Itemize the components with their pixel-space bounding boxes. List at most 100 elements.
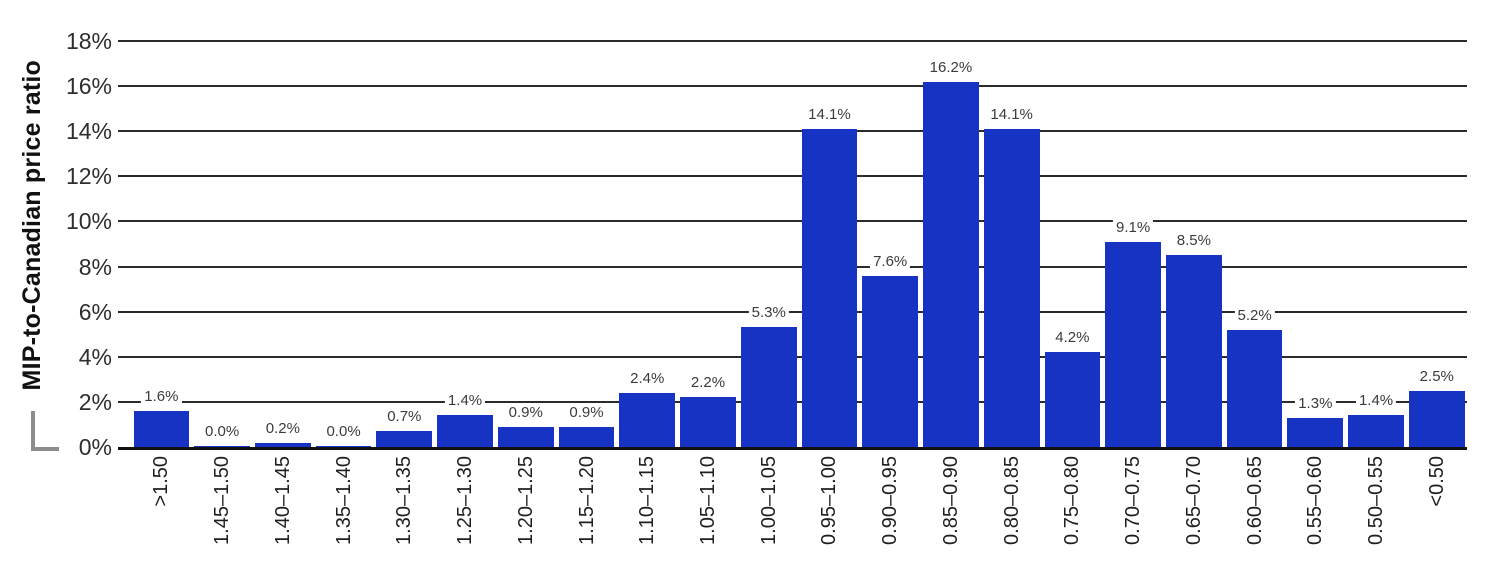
x-tick-cell: >1.50 [131, 456, 192, 545]
bar-value-label: 0.0% [201, 421, 243, 441]
x-tick-cell: 1.00–1.05 [738, 456, 799, 545]
x-tick-label: 1.40–1.45 [271, 456, 294, 545]
bar [862, 275, 919, 447]
y-tick-label: 2% [78, 388, 112, 415]
x-tick-label: 1.10–1.15 [636, 456, 659, 545]
bar [194, 445, 250, 447]
bar-slot: 14.1% [981, 41, 1042, 447]
x-tick-cell: 0.85–0.90 [921, 456, 982, 545]
x-tick-label: 0.50–0.55 [1365, 456, 1388, 545]
x-tick-label: >1.50 [150, 456, 173, 507]
bar-slot: 5.2% [1224, 41, 1285, 447]
bars-row: 1.6% 0.0% 0.2% 0.0% 0.7% 1.4% 0.9% 0.9% 2.4% 2.2%… [131, 41, 1467, 447]
x-tick-label: 0.80–0.85 [1000, 456, 1023, 545]
x-tick-cell: <0.50 [1406, 456, 1467, 545]
bar-slot: 1.3% [1285, 41, 1346, 447]
bar [923, 81, 979, 447]
x-tick-label: 0.90–0.95 [879, 456, 902, 545]
gridline [118, 175, 1467, 178]
bar [680, 397, 736, 447]
bar-slot: 0.9% [495, 41, 556, 447]
bar [983, 128, 1040, 447]
x-axis-baseline [118, 447, 1467, 450]
x-tick-cell: 1.05–1.10 [678, 456, 739, 545]
bar [315, 445, 372, 447]
bar [1105, 241, 1161, 447]
bar [1044, 352, 1101, 447]
x-tick-cell: 0.55–0.60 [1285, 456, 1346, 545]
x-tick-cell: 1.30–1.35 [374, 456, 435, 545]
bar [376, 431, 433, 447]
bar-slot: 5.3% [738, 41, 799, 447]
x-tick-cell: 0.70–0.75 [1103, 456, 1164, 545]
gridline [118, 130, 1467, 133]
y-tick-label: 6% [78, 298, 112, 325]
bar-value-label: 1.4% [1355, 391, 1397, 411]
bar-value-label: 5.2% [1234, 305, 1275, 325]
bar [1287, 417, 1344, 447]
x-tick-cell: 0.50–0.55 [1346, 456, 1407, 545]
bar-value-label: 4.2% [1052, 328, 1093, 348]
x-tick-label: 1.15–1.20 [575, 456, 598, 545]
bar-slot: 0.2% [252, 41, 313, 447]
x-tick-label: 0.65–0.70 [1182, 456, 1205, 545]
y-tick-label: 14% [65, 118, 112, 145]
bar-slot: 1.4% [1346, 41, 1407, 447]
x-tick-label: 1.30–1.35 [393, 456, 416, 545]
x-tick-label: 1.35–1.40 [332, 456, 355, 545]
gridline [118, 265, 1467, 268]
bar-value-label: 2.4% [627, 368, 668, 388]
bar-value-label: 1.3% [1295, 393, 1336, 413]
bar-value-label: 0.7% [384, 407, 425, 427]
bar [1165, 255, 1222, 447]
bar [801, 128, 858, 447]
y-tick-label: 18% [65, 28, 112, 54]
bar-value-label: 1.4% [444, 391, 486, 411]
y-tick-label: 10% [65, 208, 112, 235]
bar-value-label: 0.0% [323, 421, 364, 441]
bar [254, 442, 311, 447]
bar [133, 410, 190, 447]
bar-value-label: 0.9% [566, 402, 607, 422]
x-tick-cell: 1.35–1.40 [313, 456, 374, 545]
bar [437, 415, 493, 447]
bar-value-label: 2.2% [687, 373, 729, 393]
x-axis-labels: >1.50 1.45–1.50 1.40–1.45 1.35–1.40 1.30–1.3… [131, 456, 1467, 545]
gridline [118, 85, 1467, 88]
bar-value-label: 8.5% [1173, 231, 1214, 251]
axis-corner-bracket [31, 411, 59, 451]
gridline [118, 310, 1467, 313]
gridline [118, 220, 1467, 223]
y-tick-label: 12% [65, 163, 112, 190]
x-tick-cell: 0.75–0.80 [1042, 456, 1103, 545]
bar-value-label: 0.2% [262, 418, 303, 438]
bar-slot: 0.9% [556, 41, 617, 447]
bar-slot: 0.0% [192, 41, 253, 447]
bar-value-label: 16.2% [926, 57, 976, 77]
bar [1408, 390, 1465, 447]
bar-value-label: 2.5% [1416, 366, 1457, 386]
x-tick-label: 0.75–0.80 [1061, 456, 1084, 545]
bar-value-label: 14.1% [805, 104, 854, 124]
bar-slot: 7.6% [860, 41, 921, 447]
x-tick-cell: 1.40–1.45 [252, 456, 313, 545]
x-tick-cell: 0.65–0.70 [1163, 456, 1224, 545]
x-tick-cell: 0.80–0.85 [981, 456, 1042, 545]
x-tick-cell: 1.25–1.30 [435, 456, 496, 545]
x-tick-label: 1.05–1.10 [696, 456, 719, 545]
bar [1348, 415, 1404, 447]
x-tick-label: 0.95–1.00 [818, 456, 841, 545]
bar-value-label: 0.9% [505, 402, 546, 422]
bar-slot: 0.7% [374, 41, 435, 447]
bar [740, 327, 797, 447]
x-tick-cell: 1.15–1.20 [556, 456, 617, 545]
x-tick-cell: 1.10–1.15 [617, 456, 678, 545]
y-tick-label: 4% [78, 343, 112, 370]
x-tick-label: 1.45–1.50 [211, 456, 234, 545]
bar [1226, 329, 1283, 447]
x-tick-label: 1.25–1.30 [454, 456, 477, 545]
bar [558, 426, 615, 447]
bar-value-label: 5.3% [748, 303, 789, 323]
y-tick-label: 8% [78, 253, 112, 280]
